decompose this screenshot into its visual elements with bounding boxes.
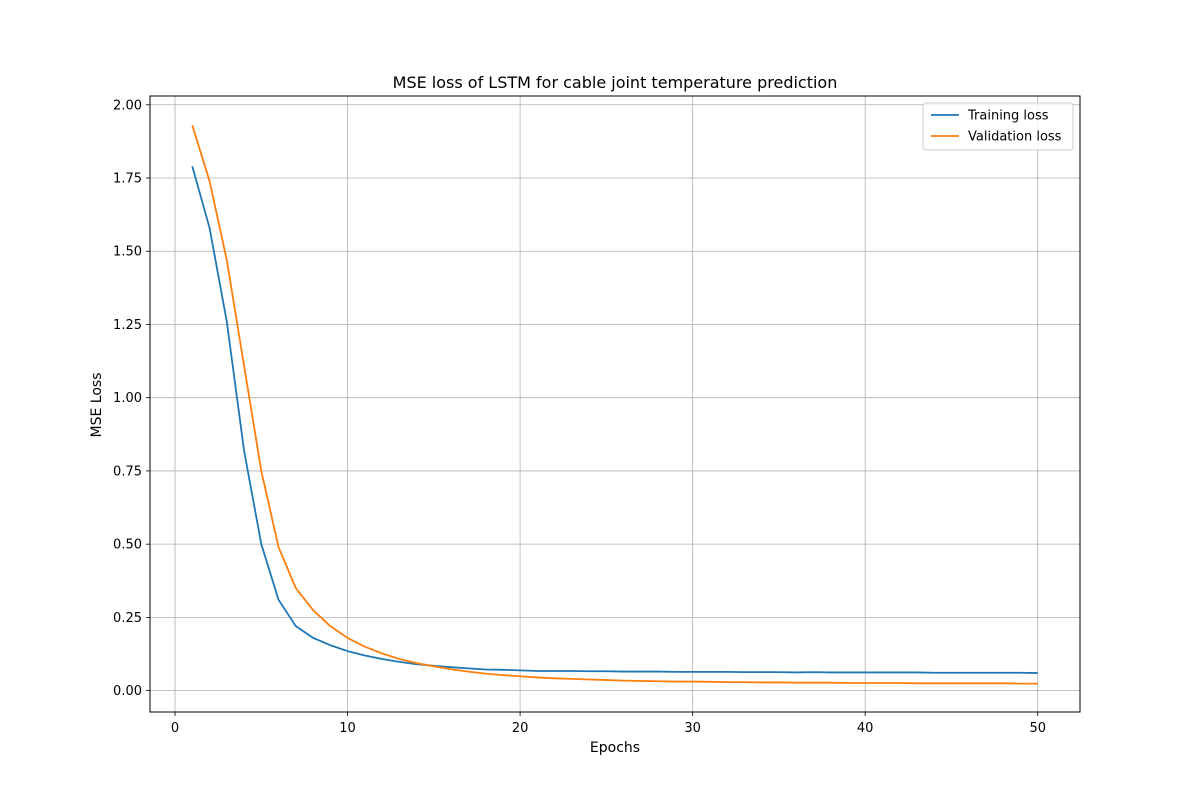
x-axis-label: Epochs bbox=[590, 740, 640, 756]
legend: Training loss Validation loss bbox=[922, 102, 1074, 151]
y-tick-label: 0.75 bbox=[113, 464, 142, 479]
y-tick-label: 1.75 bbox=[113, 172, 142, 187]
series-line-validation-loss bbox=[191, 125, 1038, 685]
legend-box bbox=[922, 102, 1074, 151]
y-tick-label: 1.50 bbox=[113, 245, 142, 260]
x-tick-label: 20 bbox=[512, 721, 529, 736]
legend-label: Training loss bbox=[967, 109, 1049, 124]
x-tick-label: 30 bbox=[684, 721, 701, 736]
y-tick-label: 1.00 bbox=[113, 391, 142, 406]
legend-label: Validation loss bbox=[968, 130, 1062, 145]
x-tick-label: 40 bbox=[857, 721, 874, 736]
plot-series bbox=[191, 125, 1038, 685]
y-tick-label: 2.00 bbox=[113, 98, 142, 113]
x-tick-label: 0 bbox=[171, 721, 179, 736]
y-tick-label: 0.50 bbox=[113, 538, 142, 553]
y-axis-ticks: 0.00 0.25 0.50 0.75 1.00 1.25 1.50 1.75 2.00 bbox=[113, 98, 150, 699]
y-tick-label: 0.25 bbox=[113, 611, 142, 626]
y-axis-label: MSE Loss bbox=[89, 373, 105, 438]
y-tick-label: 1.25 bbox=[113, 318, 142, 333]
y-tick-label: 0.00 bbox=[113, 684, 142, 699]
grid bbox=[150, 96, 1080, 712]
plot-frame bbox=[149, 95, 1081, 713]
x-tick-label: 10 bbox=[339, 721, 356, 736]
series-line-training-loss bbox=[191, 166, 1038, 674]
chart-title: MSE loss of LSTM for cable joint tempera… bbox=[393, 73, 838, 92]
x-axis-ticks: 0 10 20 30 40 50 bbox=[171, 712, 1046, 736]
x-tick-label: 50 bbox=[1029, 721, 1046, 736]
